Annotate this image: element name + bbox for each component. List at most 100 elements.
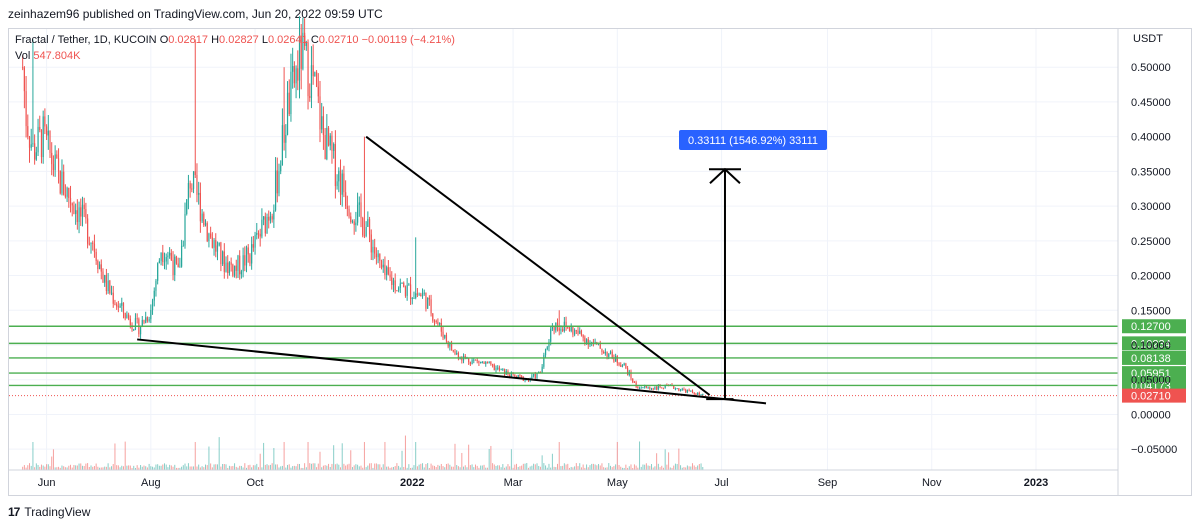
candle-body [309, 96, 311, 98]
volume-bar [68, 465, 70, 470]
volume-bar [582, 464, 584, 470]
volume-bar [131, 467, 133, 470]
volume-bar [362, 467, 364, 470]
candle-body [201, 213, 203, 222]
candle-body [252, 244, 254, 248]
volume-bar [381, 467, 383, 470]
candle-body [604, 351, 606, 354]
candle-body [237, 255, 239, 271]
volume-bar [404, 435, 406, 470]
volume-bar [551, 453, 553, 470]
candle-body [442, 331, 444, 338]
legend-close-value: 0.02710 [318, 34, 359, 46]
volume-bar [54, 467, 56, 470]
volume-bar [247, 465, 249, 470]
candle-body [562, 329, 564, 331]
candle-body [382, 264, 384, 268]
candle-body [146, 317, 149, 321]
candle-body [175, 256, 178, 264]
candle-body [625, 363, 627, 369]
candle-body [184, 213, 186, 246]
candle-body [502, 369, 504, 371]
candle-body [68, 187, 70, 198]
candle-body [288, 92, 290, 115]
candle-body [681, 388, 683, 390]
volume-bar [275, 464, 277, 470]
candle-body [374, 246, 376, 254]
candle-body [44, 116, 46, 127]
volume-bar [218, 437, 220, 470]
candle-body [609, 351, 612, 354]
candle-body [208, 233, 210, 242]
volume-bar [420, 463, 422, 470]
volume-bar [521, 465, 523, 470]
volume-bar [298, 463, 300, 470]
volume-bar [165, 464, 167, 470]
candle-body [654, 386, 656, 390]
level-badge-3 [1122, 366, 1186, 381]
volume-bar [331, 463, 333, 470]
candle-body [339, 170, 342, 195]
candle-body [97, 261, 99, 270]
volume-bar [155, 464, 157, 470]
candle-body [286, 92, 289, 135]
volume-bar [122, 466, 124, 470]
candle-body [232, 264, 234, 276]
volume-bar [666, 464, 668, 470]
volume-bar [483, 464, 485, 470]
volume-bar [49, 466, 51, 470]
candle-body [691, 390, 694, 393]
candle-body [158, 260, 160, 264]
price-tick-label: 0.30000 [1131, 201, 1171, 213]
candle-body [365, 226, 367, 236]
volume-bar [309, 463, 311, 470]
volume-bar [186, 466, 188, 470]
volume-bar [416, 466, 418, 470]
volume-bar [498, 465, 500, 470]
volume-bar [413, 465, 415, 470]
volume-bar [288, 464, 290, 470]
candle-body [353, 221, 355, 226]
candle-body [575, 330, 577, 332]
candle-body [611, 351, 613, 358]
volume-bar [531, 465, 533, 470]
candle-body [613, 357, 615, 362]
candle-body [418, 294, 420, 296]
candle-body [322, 116, 325, 135]
candle-body [245, 247, 248, 266]
volume-bar [66, 467, 68, 470]
candle-body [615, 356, 617, 362]
footer-brand[interactable]: 17 TradingView [8, 505, 90, 519]
volume-bar [281, 465, 283, 470]
volume-bar [469, 465, 471, 470]
time-tick-label: 2022 [400, 477, 424, 489]
candle-body [268, 216, 270, 221]
level-badge-0 [1122, 319, 1186, 334]
volume-bar [598, 463, 600, 470]
volume-bar [35, 463, 37, 470]
candle-body [551, 326, 553, 330]
candle-body [251, 244, 253, 264]
candle-body [239, 255, 241, 275]
candle-body [404, 286, 407, 296]
volume-bar [292, 466, 294, 470]
candle-body [220, 242, 222, 265]
volume-bar [213, 464, 215, 470]
candles [22, 16, 704, 396]
candle-body [616, 356, 618, 363]
volume-bar [37, 464, 39, 470]
volume-bar [563, 463, 565, 470]
volume-bar [146, 467, 148, 470]
volume-bar [251, 467, 253, 470]
candle-body [34, 143, 36, 160]
volume-bar [444, 467, 446, 470]
candle-body [656, 386, 658, 390]
candle-body [167, 255, 169, 258]
chart-frame[interactable] [8, 28, 1192, 496]
volume-bar [22, 466, 24, 470]
volume-bar [625, 464, 627, 470]
volume-bar [297, 463, 299, 470]
candle-body [500, 369, 502, 371]
candle-body [30, 144, 32, 148]
